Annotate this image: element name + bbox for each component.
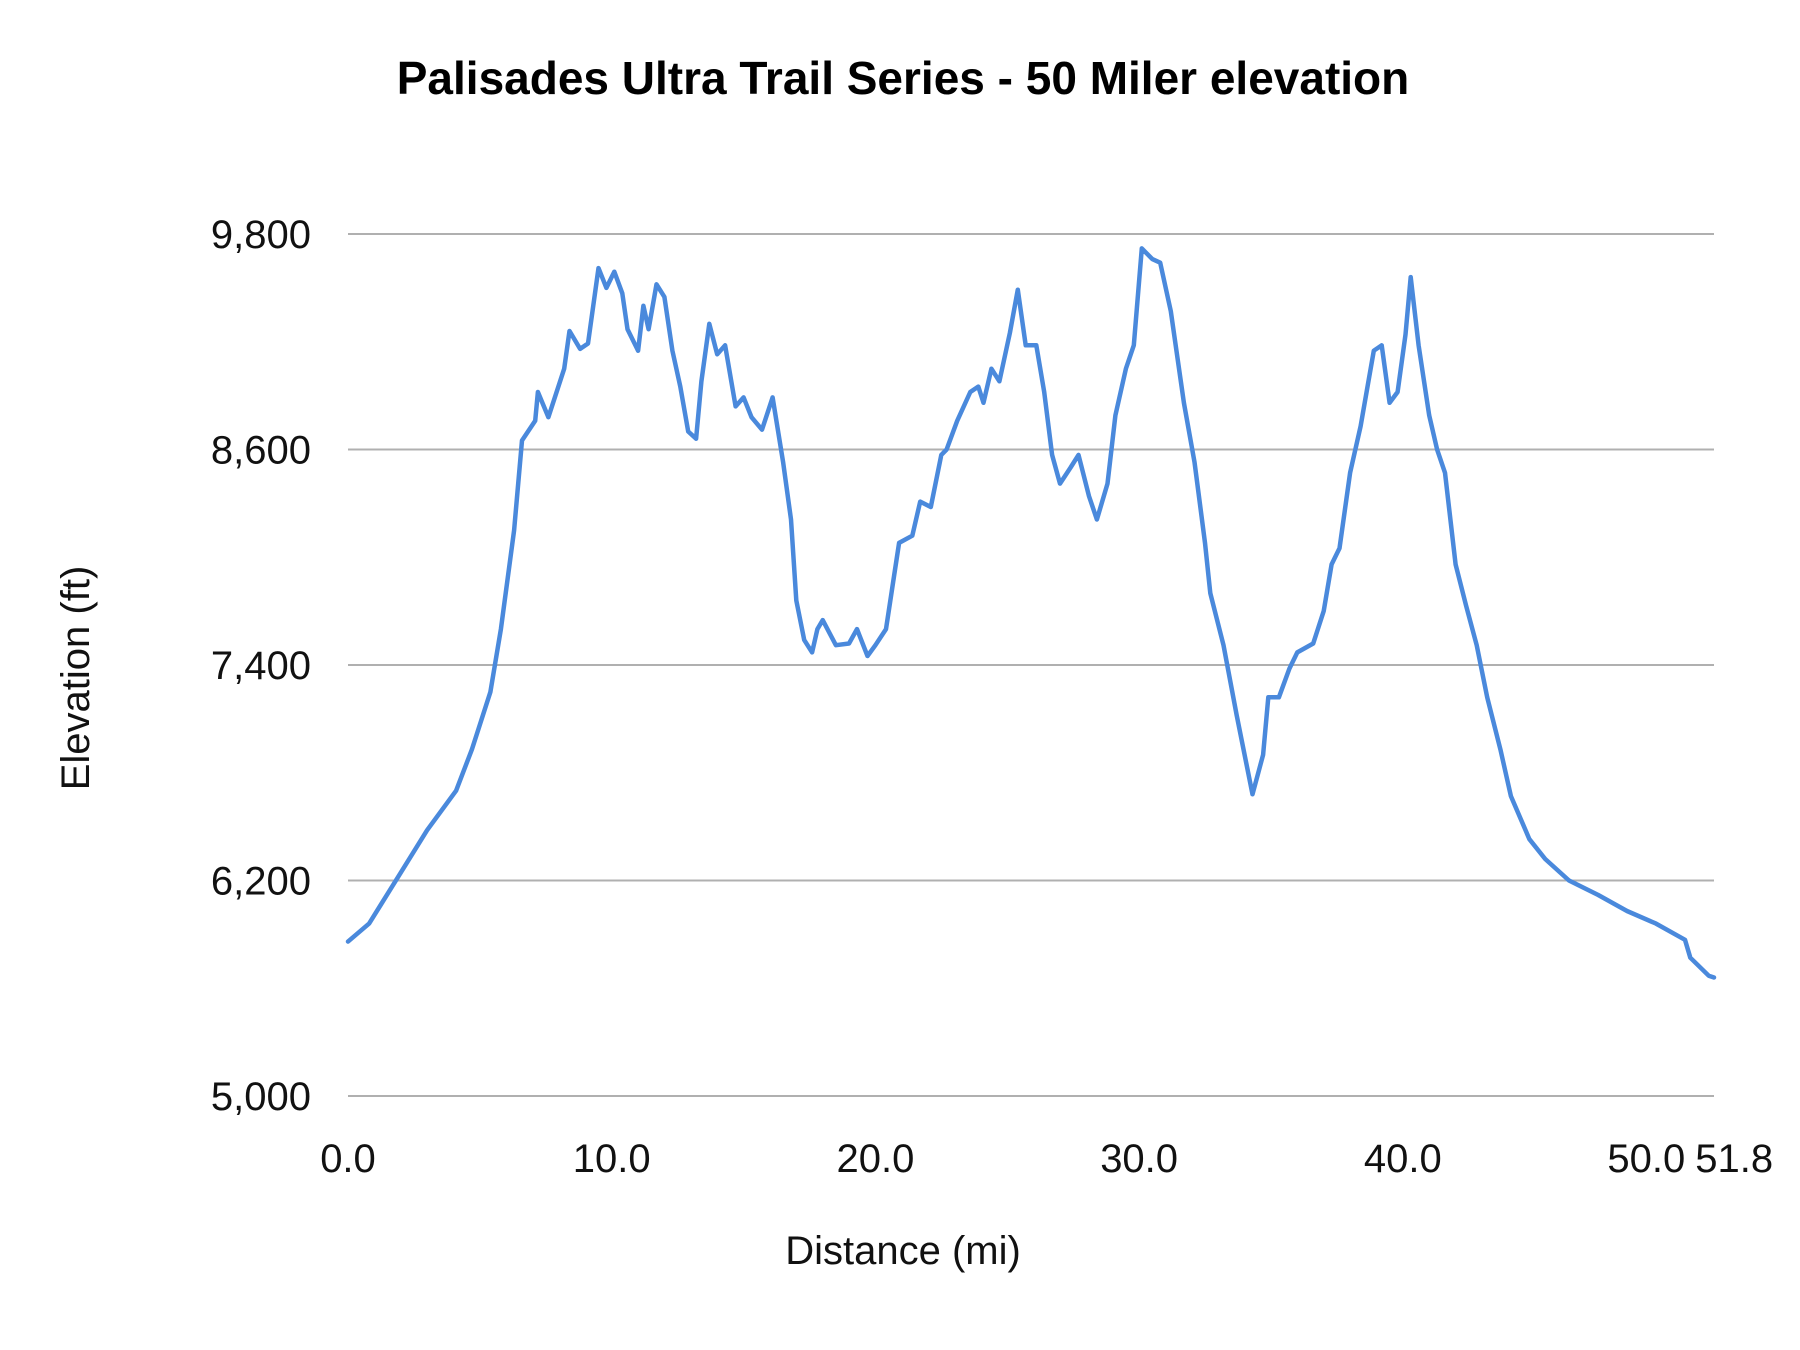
elevation-line: [345, 246, 1717, 980]
y-tick-label: 7,400: [211, 644, 311, 688]
y-tick-label: 8,600: [211, 429, 311, 473]
y-tick-label: 6,200: [211, 860, 311, 904]
y-axis-ticks: 5,000 6,200 7,400 8,600 9,800: [211, 213, 311, 1119]
y-tick-label: 5,000: [211, 1075, 311, 1119]
x-tick-label: 50.0: [1607, 1137, 1685, 1181]
x-tick-label: 51.8: [1695, 1137, 1773, 1181]
y-tick-label: 9,800: [211, 213, 311, 257]
series-layer: [345, 246, 1717, 980]
y-axis-title: Elevation (ft): [54, 566, 98, 791]
x-tick-label: 0.0: [320, 1137, 376, 1181]
x-tick-label: 10.0: [573, 1137, 651, 1181]
x-tick-label: 30.0: [1100, 1137, 1178, 1181]
x-axis-ticks: 0.0 10.0 20.0 30.0 40.0 50.0 51.8: [320, 1137, 1773, 1181]
x-axis-title: Distance (mi): [785, 1229, 1021, 1273]
x-tick-label: 40.0: [1364, 1137, 1442, 1181]
gridlines: [348, 233, 1714, 1097]
x-tick-label: 20.0: [836, 1137, 914, 1181]
chart-title: Palisades Ultra Trail Series - 50 Miler …: [397, 52, 1410, 104]
